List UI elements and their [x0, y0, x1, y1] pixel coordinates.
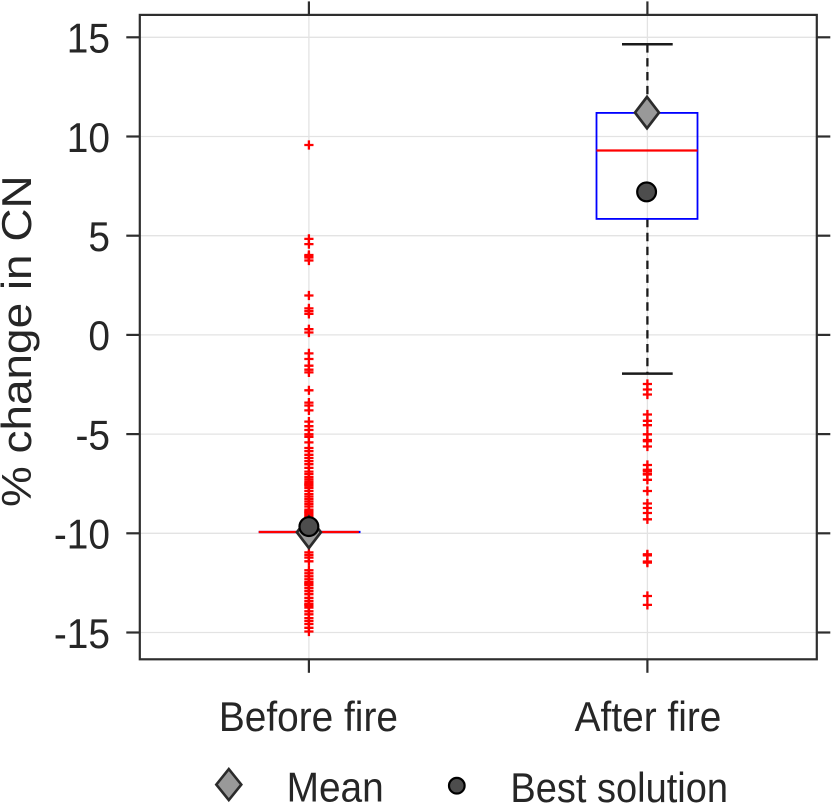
svg-text:10: 10: [67, 113, 110, 161]
svg-text:Best solution: Best solution: [510, 765, 728, 804]
svg-text:-5: -5: [75, 411, 110, 459]
svg-text:Before fire: Before fire: [219, 693, 398, 741]
svg-text:Mean: Mean: [287, 763, 384, 804]
svg-text:-15: -15: [54, 609, 110, 657]
svg-text:0: 0: [88, 312, 110, 360]
svg-text:15: 15: [67, 14, 110, 62]
svg-text:After fire: After fire: [575, 693, 722, 741]
svg-text:-10: -10: [54, 510, 110, 558]
svg-text:5: 5: [88, 213, 110, 261]
svg-text:% change in CN: % change in CN: [0, 175, 40, 507]
